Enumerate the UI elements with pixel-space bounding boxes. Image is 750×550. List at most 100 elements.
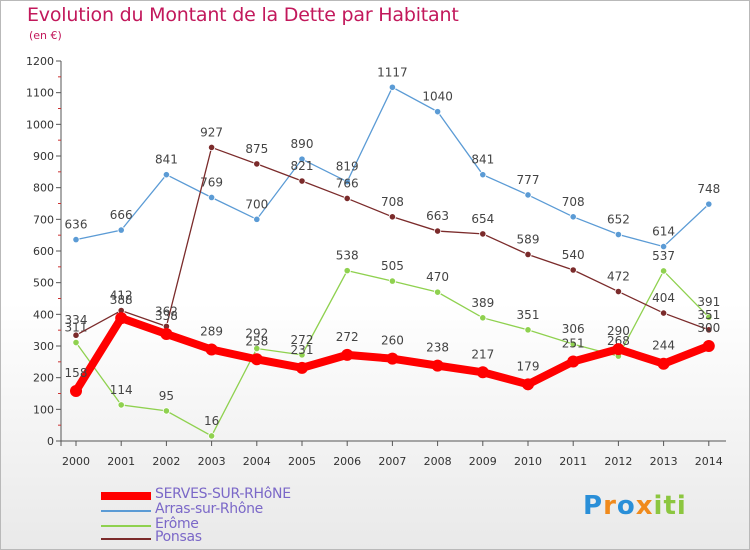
data-label-2: 16 [204,414,219,428]
series-point-0 [296,361,308,374]
data-label-1: 1040 [422,90,453,104]
data-label-3: 404 [652,291,675,305]
series-point-3 [208,143,216,152]
series-point-1 [659,242,668,251]
series-point-2 [343,267,351,275]
series-point-2 [72,338,80,347]
data-label-1: 708 [562,195,585,209]
data-label-1: 748 [697,182,720,196]
y-tick-label: 0 [47,435,54,448]
legend-swatch-serves [101,492,151,500]
x-tick-label: 2012 [604,455,632,468]
y-tick-label: 1000 [26,118,54,131]
x-tick-label: 2007 [378,455,406,468]
data-label-1: 890 [291,137,314,151]
data-label-1: 769 [200,175,223,189]
series-point-3 [705,326,713,334]
y-tick-label: 300 [33,340,54,353]
series-point-1 [208,193,216,202]
series-point-3 [72,331,80,339]
data-label-3: 708 [381,195,404,209]
y-tick-label: 200 [33,372,54,385]
data-label-0: 260 [381,334,404,348]
data-label-0: 231 [291,343,314,357]
data-label-1: 1117 [377,65,408,79]
series-point-1 [433,108,442,116]
series-point-0 [115,312,128,325]
y-tick-label: 700 [33,213,54,226]
legend-item-ponsas: Ponsas [101,529,361,546]
series-point-0 [205,343,218,356]
series-point-0 [567,355,580,368]
x-tick-label: 2009 [469,455,497,468]
series-point-1 [614,230,623,239]
data-label-2: 537 [652,249,675,263]
data-label-2: 391 [697,295,720,309]
series-point-2 [162,407,170,415]
chart-subtitle: (en €) [29,29,62,42]
x-tick-label: 2013 [650,455,678,468]
data-label-1: 614 [652,225,675,239]
legend-swatch-erome [101,525,151,527]
x-tick-label: 2006 [333,455,361,468]
data-label-1: 819 [336,160,359,174]
data-label-3: 821 [291,159,314,173]
data-label-3: 472 [607,270,630,284]
data-label-2: 389 [471,296,494,310]
y-tick-label: 1100 [26,87,54,100]
legend-swatch-arras [101,510,151,512]
series-point-3 [614,287,623,296]
series-point-1 [705,200,713,208]
series-point-0 [70,384,82,397]
series-point-2 [298,351,306,359]
data-label-1: 666 [110,208,133,222]
data-label-1: 636 [65,218,88,232]
data-label-3: 927 [200,125,223,139]
data-label-0: 338 [155,309,178,323]
data-label-1: 700 [245,197,268,211]
y-tick-label: 500 [33,277,54,290]
legend-label-arras: Arras-sur-Rhône [155,501,263,517]
series-point-3 [524,250,532,259]
legend-label-serves: SERVES-SUR-RHôNE [155,486,291,502]
series-point-3 [433,227,442,235]
x-tick-label: 2005 [288,455,316,468]
legend-swatch-ponsas [101,538,151,540]
data-label-1: 652 [607,213,630,227]
data-label-0: 258 [245,334,268,348]
data-label-2: 538 [336,249,359,263]
data-label-0: 179 [517,359,540,373]
series-point-2 [117,401,125,409]
data-label-2: 268 [607,334,630,348]
series-point-1 [343,178,351,186]
data-label-3: 589 [517,232,540,246]
series-point-3 [298,177,306,185]
data-label-2: 114 [110,383,133,397]
series-point-1 [162,171,170,179]
data-label-0: 158 [65,366,88,380]
series-point-2 [524,326,532,334]
series-point-3 [253,160,261,168]
chart-title: Evolution du Montant de la Dette par Hab… [27,4,459,26]
series-point-0 [386,352,399,365]
series-point-1 [253,215,261,223]
series-point-0 [250,353,263,366]
y-tick-label: 1200 [26,55,54,68]
data-label-0: 290 [607,324,630,338]
series-point-3 [388,213,396,221]
x-tick-label: 2010 [514,455,542,468]
series-point-0 [657,357,670,370]
legend-item-erome: Erôme [101,516,361,533]
y-tick-label: 600 [33,245,54,258]
series-point-3 [659,309,668,317]
series-point-0 [341,348,354,361]
series-point-2 [659,267,668,275]
x-tick-label: 2002 [152,455,180,468]
series-point-0 [612,343,625,356]
data-label-3: 663 [426,209,449,223]
series-point-1 [569,213,577,221]
data-label-2: 351 [517,308,540,322]
data-label-1: 777 [517,173,540,187]
series-point-3 [343,194,351,203]
data-label-3: 875 [245,142,268,156]
